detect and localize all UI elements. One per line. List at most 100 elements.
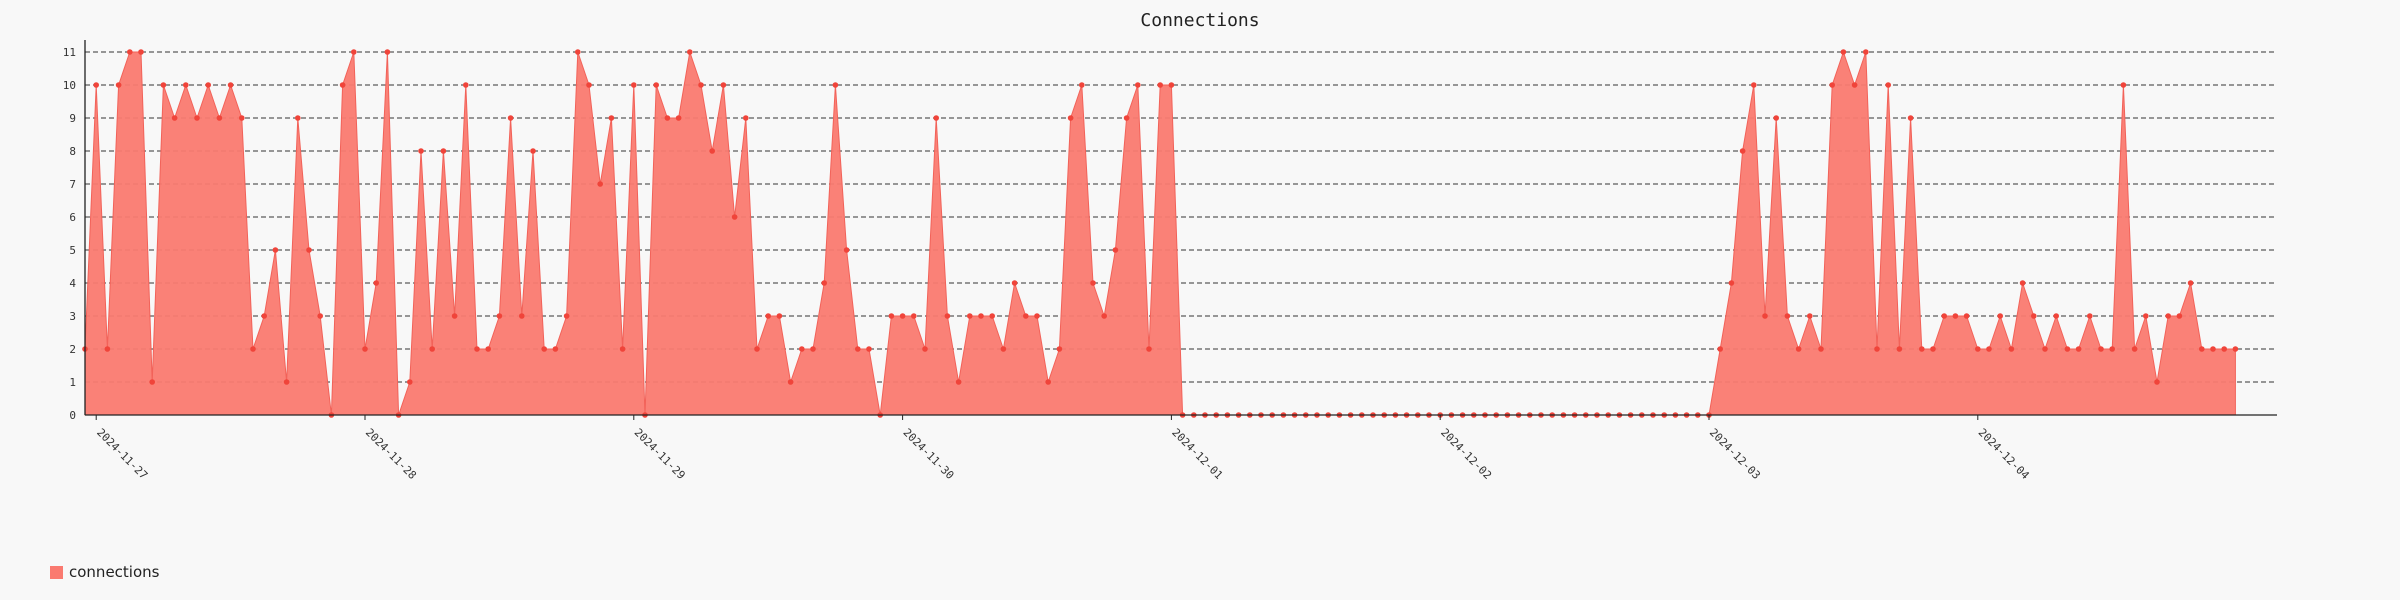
data-point (239, 115, 245, 121)
chart-title: Connections (1140, 10, 1259, 31)
data-point (664, 115, 671, 121)
data-point (1728, 280, 1735, 286)
x-tick-label: 2024-12-01 (1169, 426, 1225, 482)
data-point (1000, 346, 1007, 352)
data-point (171, 115, 178, 121)
data-point (138, 49, 144, 55)
data-point (384, 49, 391, 55)
data-point (922, 346, 928, 352)
data-point (2176, 313, 2183, 319)
data-point (631, 82, 637, 88)
data-point (93, 82, 99, 88)
data-point (530, 148, 536, 154)
data-point (429, 346, 436, 352)
data-point (2098, 346, 2104, 352)
data-point (127, 49, 133, 55)
data-point (496, 313, 503, 319)
x-tick-label: 2024-11-27 (94, 426, 150, 482)
data-point (227, 82, 234, 88)
data-point (1818, 346, 1824, 352)
data-point (1023, 313, 1029, 319)
data-point (451, 313, 458, 319)
data-point (440, 148, 447, 154)
y-tick-label: 2 (69, 343, 76, 356)
data-point (1717, 346, 1723, 352)
data-point (1997, 313, 2003, 319)
data-point (1011, 280, 1018, 286)
y-tick-label: 4 (69, 277, 76, 290)
data-point (967, 313, 973, 319)
data-point (1090, 280, 1096, 286)
data-point (1807, 313, 1813, 319)
y-tick-label: 11 (63, 46, 76, 59)
data-point (362, 346, 368, 352)
data-point (955, 379, 962, 385)
data-point (787, 379, 794, 385)
data-point (205, 82, 211, 88)
data-point (2221, 346, 2227, 352)
data-point (709, 148, 715, 154)
data-point (1784, 313, 1791, 319)
data-point (810, 346, 816, 352)
data-point (1067, 115, 1074, 121)
data-point (653, 82, 659, 88)
data-point (2064, 346, 2071, 352)
data-point (1762, 313, 1768, 319)
data-point (2210, 346, 2216, 352)
data-point (1079, 82, 1085, 88)
data-points (82, 49, 2239, 418)
data-point (149, 379, 155, 385)
data-point (888, 313, 895, 319)
data-point (1795, 346, 1802, 352)
data-point (933, 115, 939, 121)
data-point (978, 313, 984, 319)
data-point (1952, 313, 1959, 319)
y-tick-label: 8 (69, 145, 76, 158)
data-point (1146, 346, 1152, 352)
data-point (1739, 148, 1746, 154)
data-point (1851, 82, 1858, 88)
data-point (474, 346, 480, 352)
data-point (1963, 313, 1970, 319)
data-point (463, 82, 469, 88)
data-point (2075, 346, 2082, 352)
data-point (743, 115, 749, 121)
series-area (84, 50, 2236, 416)
data-point (608, 115, 615, 121)
data-point (1907, 115, 1914, 121)
data-point (351, 49, 357, 55)
data-point (843, 247, 850, 253)
data-point (194, 115, 200, 121)
legend-swatch (50, 565, 63, 579)
data-point (2053, 313, 2059, 319)
data-point (541, 346, 547, 352)
data-point (519, 313, 525, 319)
data-point (1840, 49, 1847, 55)
data-point (2008, 346, 2015, 352)
data-point (1885, 82, 1891, 88)
data-point (2143, 313, 2149, 319)
x-tick-label: 2024-11-29 (632, 426, 688, 482)
data-point (911, 313, 917, 319)
data-point (1135, 82, 1141, 88)
data-point (765, 313, 771, 319)
data-point (720, 82, 727, 88)
data-point (507, 115, 514, 121)
data-point (104, 346, 111, 352)
data-point (586, 82, 592, 88)
data-point (619, 346, 626, 352)
data-point (2042, 346, 2048, 352)
data-point (731, 214, 738, 220)
data-point (687, 49, 693, 55)
data-point (1123, 115, 1130, 121)
y-tick-label: 1 (69, 376, 76, 389)
data-point (1874, 346, 1880, 352)
data-point (2232, 346, 2239, 352)
data-point (832, 82, 839, 88)
y-tick-label: 6 (69, 211, 76, 224)
data-point (160, 82, 167, 88)
data-point (2187, 280, 2194, 286)
plot-area (84, 50, 2236, 416)
y-tick-label: 3 (69, 310, 76, 323)
data-point (989, 313, 995, 319)
